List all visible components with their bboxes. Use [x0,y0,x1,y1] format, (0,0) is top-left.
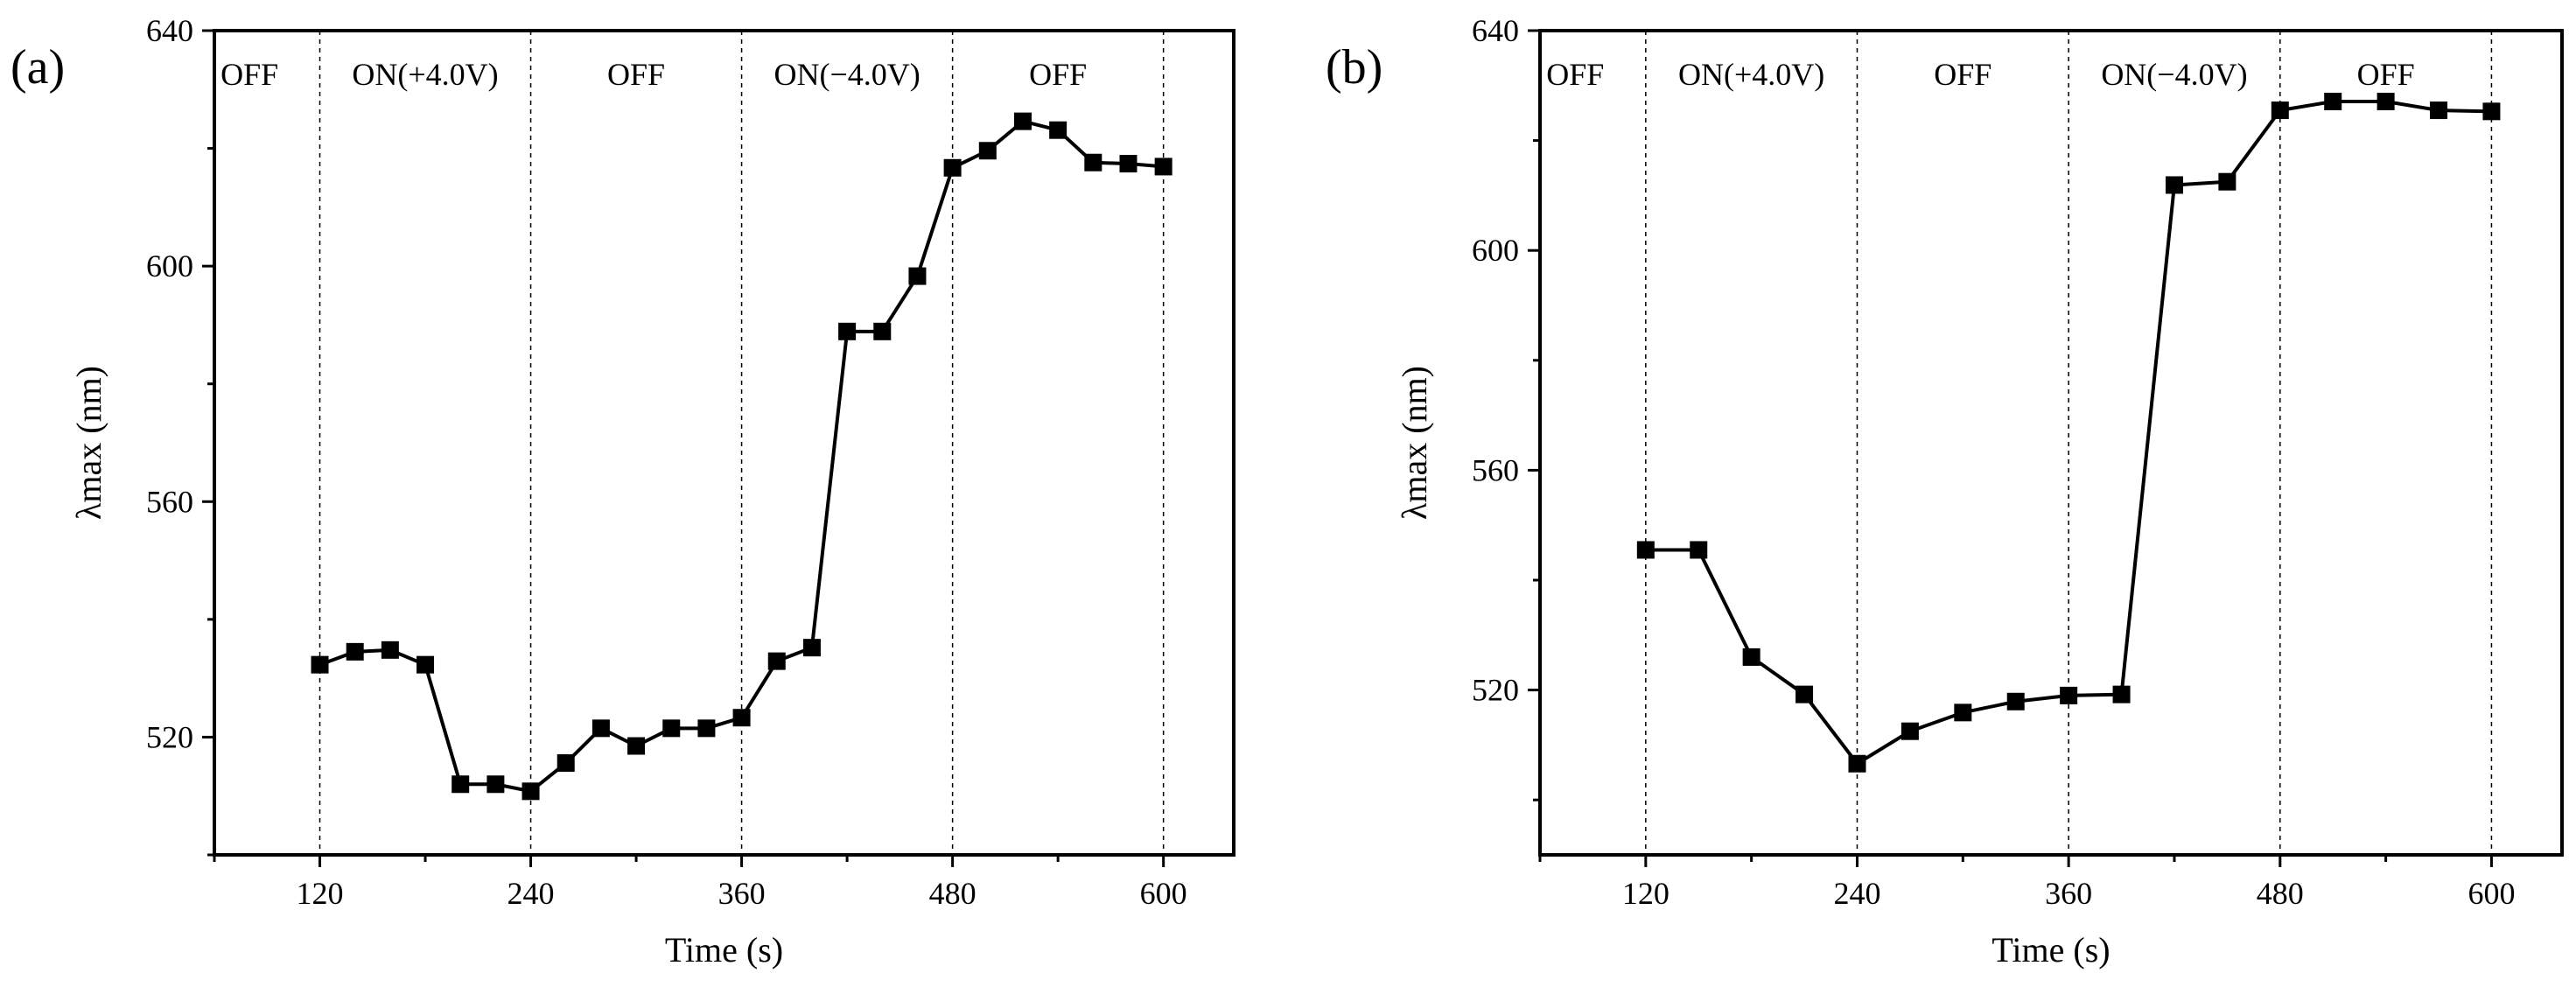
data-point [2165,176,2183,194]
x-tick-label: 240 [1833,876,1880,911]
data-point [1796,685,1814,704]
y-tick-label: 600 [146,248,193,284]
data-point [1154,158,1172,176]
y-tick-label: 640 [146,13,193,48]
data-point [2430,102,2448,120]
data-point [486,775,505,794]
data-point [1084,153,1102,172]
region-label: ON(−4.0V) [2101,57,2247,92]
data-point [416,655,435,674]
x-tick-label: 360 [718,876,766,911]
region-label: OFF [1934,57,1992,92]
data-point [522,782,540,801]
data-point [452,775,470,794]
region-label: ON(+4.0V) [352,57,498,92]
data-point [381,640,399,659]
plot-frame [213,29,1236,857]
y-tick-label: 600 [1472,233,1519,268]
region-label: ON(+4.0V) [1678,57,1824,92]
data-point [802,639,821,657]
data-point [662,719,681,738]
region-label: OFF [1029,57,1087,92]
chart-panel-b: (b) 520 560 600 640 120 240 360 480 600 Time (s) λm… [1326,13,2564,970]
data-point [2482,102,2501,121]
data-point [908,267,927,285]
y-axis-title: λmax (nm) [69,366,108,520]
x-axis-title: Time (s) [1992,930,2110,970]
plot-frame [1538,29,2564,857]
x-tick-label: 120 [1622,876,1670,911]
data-point [1013,112,1032,130]
data-point [346,642,364,661]
y-tick-label: 560 [146,484,193,519]
x-tick-label: 480 [929,876,976,911]
x-tick-label: 120 [297,876,344,911]
data-point [311,655,329,674]
data-point [1742,648,1760,666]
y-tick-label: 560 [1472,452,1519,487]
data-point [1049,121,1068,139]
data-point [1900,722,1919,740]
data-point [556,754,575,773]
data-point [2271,102,2289,120]
region-label: OFF [1546,57,1604,92]
data-point [1690,541,1708,559]
data-point [838,322,857,340]
data-point [627,737,646,755]
data-point [697,719,716,738]
x-tick-label: 480 [2257,876,2304,911]
y-tick-label: 520 [1472,673,1519,708]
y-tick-label: 640 [1472,13,1519,48]
data-point [732,709,751,727]
region-label: OFF [2357,57,2415,92]
panel-label: (b) [1326,40,1382,94]
y-tick-label: 520 [146,719,193,754]
region-label: OFF [607,57,665,92]
data-point [1954,704,1972,722]
region-label: ON(−4.0V) [774,57,920,92]
data-point [1119,155,1138,173]
chart-panel-a: (a) 520 560 600 640 120 240 360 480 600 Time (s) λm… [10,13,1236,970]
data-point [2376,93,2395,111]
data-point [2324,93,2342,111]
x-tick-label: 600 [2468,876,2515,911]
data-point [2006,692,2025,710]
x-axis-title: Time (s) [665,930,783,970]
data-point [2218,172,2236,191]
data-point [873,322,892,340]
data-point [767,652,786,670]
x-tick-label: 600 [1140,876,1187,911]
data-point [592,719,610,738]
data-point [2112,685,2131,704]
region-label: OFF [220,57,278,92]
data-point [1636,541,1655,559]
panel-label: (a) [10,40,65,94]
x-tick-label: 240 [508,876,555,911]
data-point [2060,686,2078,704]
x-tick-label: 360 [2045,876,2092,911]
data-point [943,158,962,177]
data-point [978,142,997,160]
y-axis-title: λmax (nm) [1395,366,1434,520]
data-point [1848,754,1866,773]
